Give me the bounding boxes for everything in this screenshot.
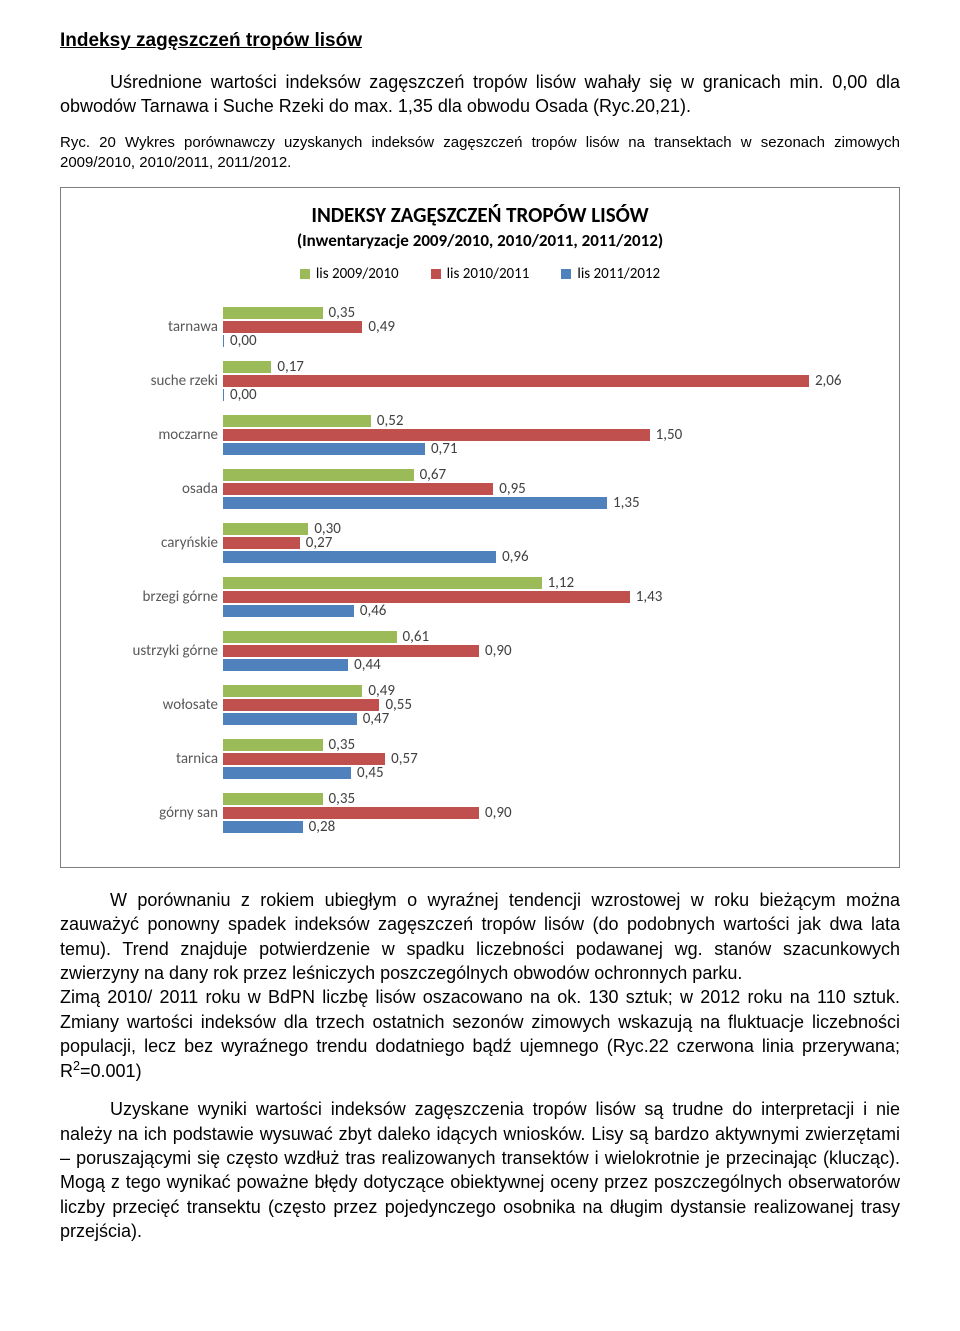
category-label: suche rzeki [151,372,218,390]
chart-bar [223,443,425,455]
paragraph-trend-a: W porównaniu z rokiem ubiegłym o wyraźne… [60,890,900,983]
paragraph-intro: Uśrednione wartości indeksów zagęszczeń … [60,70,900,119]
legend-label: lis 2011/2012 [577,265,660,283]
chart-bar [223,577,542,589]
chart-bar [223,375,809,387]
bar-value-label: 1,12 [542,574,575,592]
legend-item: lis 2011/2012 [561,265,660,283]
chart-bar [223,497,607,509]
chart-bar [223,713,357,725]
bar-value-label: 0,00 [224,332,257,350]
chart-bar [223,469,414,481]
chart-bar [223,807,479,819]
chart-bar [223,793,323,805]
bar-value-label: 0,27 [300,534,333,552]
bar-value-label: 0,49 [362,318,395,336]
paragraph-interpretation: Uzyskane wyniki wartości indeksów zagęsz… [60,1097,900,1243]
bar-value-label: 1,43 [630,588,663,606]
bar-value-label: 0,44 [348,656,381,674]
paragraph-trend-b: Zimą 2010/ 2011 roku w BdPN liczbę lisów… [60,987,900,1081]
bar-value-label: 0,90 [479,804,512,822]
category-label: wołosate [163,696,218,714]
figure-caption: Ryc. 20 Wykres porównawczy uzyskanych in… [60,133,900,174]
r-squared-sup: 2 [73,1059,80,1073]
chart-bar [223,821,303,833]
legend-item: lis 2009/2010 [300,265,399,283]
chart-bar [223,361,271,373]
legend-item: lis 2010/2011 [431,265,530,283]
page-title: Indeksy zagęszczeń tropów lisów [60,30,900,52]
paragraph-trend: W porównaniu z rokiem ubiegłym o wyraźne… [60,888,900,1083]
category-label: moczarne [158,426,218,444]
bar-value-label: 1,35 [607,494,640,512]
bar-value-label: 0,61 [397,628,430,646]
paragraph-trend-c: =0.001) [80,1061,142,1081]
bar-value-label: 0,47 [357,710,390,728]
category-label: tarnica [176,750,218,768]
legend-label: lis 2009/2010 [316,265,399,283]
category-label: caryńskie [161,534,218,552]
chart-subtitle: (Inwentaryzacje 2009/2010, 2010/2011, 20… [73,230,887,251]
bar-value-label: 1,50 [650,426,683,444]
bar-value-label: 0,90 [479,642,512,660]
bar-value-label: 0,35 [323,790,356,808]
chart-bar [223,551,496,563]
bar-value-label: 0,96 [496,548,529,566]
category-label: osada [182,480,218,498]
bar-value-label: 0,46 [354,602,387,620]
chart-bar [223,483,493,495]
chart-bar [223,659,348,671]
legend-swatch [300,269,310,279]
chart-legend: lis 2009/2010 lis 2010/2011 lis 2011/2012 [73,265,887,283]
legend-swatch [431,269,441,279]
chart-bar [223,631,397,643]
category-label: tarnawa [168,318,218,336]
bar-value-label: 0,52 [371,412,404,430]
bar-value-label: 0,35 [323,736,356,754]
chart-bar [223,307,323,319]
bar-value-label: 0,95 [493,480,526,498]
chart-title: INDEKSY ZAGĘSZCZEŃ TROPÓW LISÓW [73,202,887,228]
bar-value-label: 0,45 [351,764,384,782]
chart-bar [223,415,371,427]
bar-value-label: 0,67 [414,466,447,484]
chart-plot: tarnawa 0,35 0,49 0,00 suche rzeki 0,17 2,06 0,… [73,299,887,853]
bar-value-label: 0,35 [323,304,356,322]
chart-bar [223,591,630,603]
chart-bar [223,537,300,549]
bar-value-label: 0,00 [224,386,257,404]
chart-bar [223,767,351,779]
bar-value-label: 0,71 [425,440,458,458]
chart-container: INDEKSY ZAGĘSZCZEŃ TROPÓW LISÓW (Inwenta… [60,187,900,868]
chart-bar [223,605,354,617]
category-label: brzegi górne [143,588,219,606]
chart-bar [223,685,362,697]
chart-bar [223,739,323,751]
bar-value-label: 0,28 [303,818,336,836]
chart-bar [223,523,308,535]
legend-swatch [561,269,571,279]
category-label: górny san [159,804,218,822]
bar-value-label: 2,06 [809,372,842,390]
page: Indeksy zagęszczeń tropów lisów Uśrednio… [0,0,960,1287]
bar-value-label: 0,57 [385,750,418,768]
category-label: ustrzyki górne [132,642,218,660]
bar-value-label: 0,17 [271,358,304,376]
legend-label: lis 2010/2011 [447,265,530,283]
